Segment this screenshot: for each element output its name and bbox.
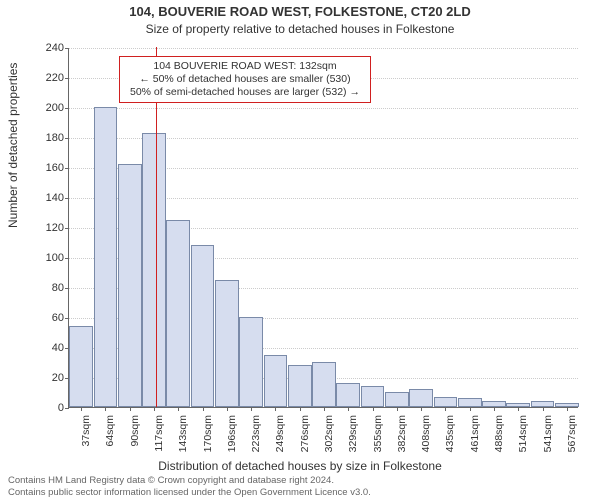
histogram-bar [215, 280, 239, 408]
ytick-label: 0 [34, 402, 64, 414]
gridline [69, 108, 578, 109]
histogram-bar [142, 133, 166, 408]
histogram-bar [312, 362, 336, 407]
ytick-mark [65, 408, 69, 409]
ytick-label: 120 [34, 222, 64, 234]
chart-title: 104, BOUVERIE ROAD WEST, FOLKESTONE, CT2… [0, 4, 600, 19]
ytick-label: 60 [34, 312, 64, 324]
ytick-label: 140 [34, 192, 64, 204]
ytick-mark [65, 48, 69, 49]
ytick-label: 220 [34, 72, 64, 84]
xtick-label: 461sqm [469, 415, 481, 465]
ytick-mark [65, 228, 69, 229]
ytick-mark [65, 198, 69, 199]
xtick-label: 249sqm [274, 415, 286, 465]
ytick-label: 20 [34, 372, 64, 384]
xtick-label: 143sqm [177, 415, 189, 465]
xtick-label: 329sqm [347, 415, 359, 465]
ytick-label: 40 [34, 342, 64, 354]
histogram-bar [239, 317, 263, 407]
xtick-mark [348, 407, 349, 411]
xtick-mark [445, 407, 446, 411]
xtick-label: 276sqm [299, 415, 311, 465]
xtick-mark [227, 407, 228, 411]
xtick-mark [397, 407, 398, 411]
xtick-mark [130, 407, 131, 411]
xtick-mark [518, 407, 519, 411]
histogram-bar [336, 383, 360, 407]
ytick-mark [65, 78, 69, 79]
footer-line2: Contains public sector information licen… [8, 487, 371, 498]
xtick-label: 435sqm [444, 415, 456, 465]
histogram-bar [434, 397, 458, 408]
xtick-mark [81, 407, 82, 411]
xtick-mark [105, 407, 106, 411]
xtick-mark [251, 407, 252, 411]
gridline [69, 48, 578, 49]
histogram-bar [264, 355, 288, 408]
xtick-label: 408sqm [420, 415, 432, 465]
xtick-label: 170sqm [202, 415, 214, 465]
xtick-label: 355sqm [372, 415, 384, 465]
ytick-mark [65, 168, 69, 169]
xtick-label: 64sqm [104, 415, 116, 465]
ytick-label: 160 [34, 162, 64, 174]
xtick-mark [373, 407, 374, 411]
histogram-bar [409, 389, 433, 407]
xtick-label: 302sqm [323, 415, 335, 465]
xtick-mark [300, 407, 301, 411]
ytick-mark [65, 288, 69, 289]
xtick-label: 567sqm [566, 415, 578, 465]
ytick-mark [65, 138, 69, 139]
ytick-label: 80 [34, 282, 64, 294]
xtick-label: 196sqm [226, 415, 238, 465]
xtick-label: 514sqm [517, 415, 529, 465]
annotation-line2: ← 50% of detached houses are smaller (53… [130, 73, 360, 86]
ytick-label: 180 [34, 132, 64, 144]
annotation-line3: 50% of semi-detached houses are larger (… [130, 86, 360, 99]
histogram-bar [69, 326, 93, 407]
annotation-line1: 104 BOUVERIE ROAD WEST: 132sqm [130, 60, 360, 73]
xtick-mark [543, 407, 544, 411]
xtick-mark [203, 407, 204, 411]
xtick-label: 488sqm [493, 415, 505, 465]
histogram-bar [166, 220, 190, 408]
plot-area: 104 BOUVERIE ROAD WEST: 132sqm ← 50% of … [68, 48, 578, 408]
xtick-mark [494, 407, 495, 411]
ytick-mark [65, 258, 69, 259]
y-axis-label: Number of detached properties [6, 63, 20, 228]
xtick-mark [470, 407, 471, 411]
xtick-mark [154, 407, 155, 411]
ytick-label: 100 [34, 252, 64, 264]
histogram-bar [118, 164, 142, 407]
chart-subtitle: Size of property relative to detached ho… [0, 22, 600, 36]
footer-line1: Contains HM Land Registry data © Crown c… [8, 475, 371, 486]
xtick-label: 382sqm [396, 415, 408, 465]
xtick-mark [275, 407, 276, 411]
histogram-bar [191, 245, 215, 407]
annotation-box: 104 BOUVERIE ROAD WEST: 132sqm ← 50% of … [119, 56, 371, 103]
histogram-bar [94, 107, 118, 407]
xtick-label: 117sqm [153, 415, 165, 465]
ytick-mark [65, 108, 69, 109]
histogram-bar [288, 365, 312, 407]
ytick-label: 240 [34, 42, 64, 54]
chart-container: 104, BOUVERIE ROAD WEST, FOLKESTONE, CT2… [0, 0, 600, 500]
xtick-mark [324, 407, 325, 411]
histogram-bar [385, 392, 409, 407]
footer: Contains HM Land Registry data © Crown c… [8, 475, 371, 498]
xtick-mark [567, 407, 568, 411]
xtick-label: 223sqm [250, 415, 262, 465]
xtick-label: 37sqm [80, 415, 92, 465]
xtick-label: 90sqm [129, 415, 141, 465]
xtick-label: 541sqm [542, 415, 554, 465]
histogram-bar [361, 386, 385, 407]
xtick-mark [178, 407, 179, 411]
ytick-mark [65, 318, 69, 319]
xtick-mark [421, 407, 422, 411]
ytick-label: 200 [34, 102, 64, 114]
histogram-bar [458, 398, 482, 407]
